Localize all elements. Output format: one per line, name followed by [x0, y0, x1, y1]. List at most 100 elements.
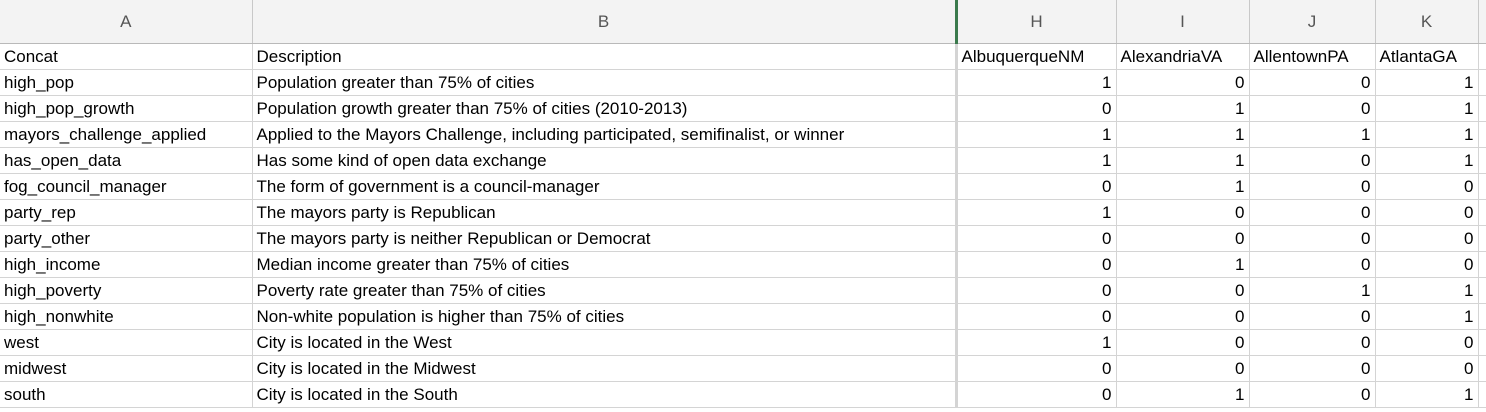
cell-value[interactable]: 1	[954, 199, 1117, 226]
cell-concat[interactable]: fog_council_manager	[0, 173, 253, 200]
cell-value[interactable]: 0	[1116, 69, 1250, 96]
cell-description[interactable]: City is located in the South	[252, 381, 957, 408]
cell-concat[interactable]: high_nonwhite	[0, 303, 253, 330]
cell-value[interactable]: 0	[1249, 251, 1376, 278]
cell-value[interactable]: 0	[1116, 199, 1250, 226]
cell-partial[interactable]	[1478, 303, 1486, 330]
cell-concat[interactable]: south	[0, 381, 253, 408]
cell-value[interactable]: 0	[1116, 277, 1250, 304]
cell-value[interactable]: 0	[1375, 329, 1479, 356]
cell-value[interactable]: 0	[1249, 355, 1376, 382]
cell-value[interactable]: 1	[1375, 277, 1479, 304]
column-header-b[interactable]: B	[252, 0, 957, 44]
column-header-j[interactable]: J	[1249, 0, 1376, 44]
cell-concat[interactable]: high_pop	[0, 69, 253, 96]
cell-value[interactable]: 1	[1116, 121, 1250, 148]
cell-partial[interactable]	[1478, 225, 1486, 252]
cell-value[interactable]: 0	[1249, 329, 1376, 356]
cell-partial[interactable]	[1478, 381, 1486, 408]
cell-concat[interactable]: party_other	[0, 225, 253, 252]
cell-description-header[interactable]: Description	[252, 43, 957, 70]
cell-description[interactable]: Population growth greater than 75% of ci…	[252, 95, 957, 122]
cell-city-header[interactable]: AlexandriaVA	[1116, 43, 1250, 70]
cell-description[interactable]: The form of government is a council-mana…	[252, 173, 957, 200]
cell-city-header[interactable]: AllentownPA	[1249, 43, 1376, 70]
cell-value[interactable]: 1	[1375, 303, 1479, 330]
cell-partial[interactable]	[1478, 95, 1486, 122]
cell-description[interactable]: Population greater than 75% of cities	[252, 69, 957, 96]
cell-concat[interactable]: high_income	[0, 251, 253, 278]
cell-concat-header[interactable]: Concat	[0, 43, 253, 70]
cell-concat[interactable]: has_open_data	[0, 147, 253, 174]
cell-partial[interactable]	[1478, 147, 1486, 174]
cell-value[interactable]: 0	[1116, 329, 1250, 356]
cell-value[interactable]: 0	[954, 277, 1117, 304]
column-header-i[interactable]: I	[1116, 0, 1250, 44]
cell-value[interactable]: 0	[1116, 303, 1250, 330]
cell-value[interactable]: 0	[1375, 251, 1479, 278]
cell-value[interactable]: 1	[1249, 121, 1376, 148]
cell-description[interactable]: Poverty rate greater than 75% of cities	[252, 277, 957, 304]
cell-value[interactable]: 0	[1116, 355, 1250, 382]
cell-value[interactable]: 0	[1375, 225, 1479, 252]
cell-value[interactable]: 0	[1249, 147, 1376, 174]
cell-value[interactable]: 1	[1375, 381, 1479, 408]
cell-value[interactable]: 1	[1116, 95, 1250, 122]
cell-value[interactable]: 1	[954, 147, 1117, 174]
cell-value[interactable]: 0	[1249, 303, 1376, 330]
cell-value[interactable]: 0	[1375, 199, 1479, 226]
cell-partial[interactable]	[1478, 69, 1486, 96]
cell-description[interactable]: City is located in the Midwest	[252, 355, 957, 382]
cell-value[interactable]: 1	[1116, 251, 1250, 278]
cell-value[interactable]: 0	[954, 173, 1117, 200]
cell-value[interactable]: 0	[954, 95, 1117, 122]
cell-value[interactable]: 1	[1375, 121, 1479, 148]
cell-partial[interactable]	[1478, 251, 1486, 278]
cell-description[interactable]: The mayors party is neither Republican o…	[252, 225, 957, 252]
cell-value[interactable]: 1	[954, 329, 1117, 356]
cell-partial[interactable]	[1478, 329, 1486, 356]
column-header-h[interactable]: H	[954, 0, 1117, 44]
cell-value[interactable]: 1	[1116, 173, 1250, 200]
cell-partial[interactable]	[1478, 43, 1486, 70]
cell-description[interactable]: Has some kind of open data exchange	[252, 147, 957, 174]
cell-value[interactable]: 0	[1249, 381, 1376, 408]
cell-value[interactable]: 0	[954, 303, 1117, 330]
cell-partial[interactable]	[1478, 199, 1486, 226]
cell-city-header[interactable]: AtlantaGA	[1375, 43, 1479, 70]
cell-concat[interactable]: west	[0, 329, 253, 356]
cell-value[interactable]: 1	[954, 69, 1117, 96]
cell-value[interactable]: 0	[1375, 355, 1479, 382]
cell-value[interactable]: 0	[1249, 95, 1376, 122]
cell-partial[interactable]	[1478, 355, 1486, 382]
cell-description[interactable]: Non-white population is higher than 75% …	[252, 303, 957, 330]
cell-value[interactable]: 1	[1375, 95, 1479, 122]
column-header-a[interactable]: A	[0, 0, 253, 44]
cell-value[interactable]: 1	[954, 121, 1117, 148]
cell-partial[interactable]	[1478, 173, 1486, 200]
cell-value[interactable]: 0	[954, 251, 1117, 278]
cell-value[interactable]: 0	[1375, 173, 1479, 200]
cell-concat[interactable]: party_rep	[0, 199, 253, 226]
cell-value[interactable]: 0	[954, 355, 1117, 382]
cell-description[interactable]: City is located in the West	[252, 329, 957, 356]
cell-value[interactable]: 0	[1116, 225, 1250, 252]
cell-value[interactable]: 1	[1116, 147, 1250, 174]
cell-value[interactable]: 0	[1249, 199, 1376, 226]
cell-value[interactable]: 0	[1249, 69, 1376, 96]
cell-value[interactable]: 1	[1375, 147, 1479, 174]
cell-concat[interactable]: midwest	[0, 355, 253, 382]
cell-value[interactable]: 0	[954, 225, 1117, 252]
cell-city-header[interactable]: AlbuquerqueNM	[954, 43, 1117, 70]
cell-description[interactable]: The mayors party is Republican	[252, 199, 957, 226]
cell-description[interactable]: Median income greater than 75% of cities	[252, 251, 957, 278]
cell-value[interactable]: 0	[1249, 173, 1376, 200]
cell-concat[interactable]: high_poverty	[0, 277, 253, 304]
column-header-k[interactable]: K	[1375, 0, 1479, 44]
cell-value[interactable]: 1	[1375, 69, 1479, 96]
cell-value[interactable]: 0	[954, 381, 1117, 408]
cell-partial[interactable]	[1478, 277, 1486, 304]
cell-description[interactable]: Applied to the Mayors Challenge, includi…	[252, 121, 957, 148]
cell-concat[interactable]: high_pop_growth	[0, 95, 253, 122]
cell-concat[interactable]: mayors_challenge_applied	[0, 121, 253, 148]
